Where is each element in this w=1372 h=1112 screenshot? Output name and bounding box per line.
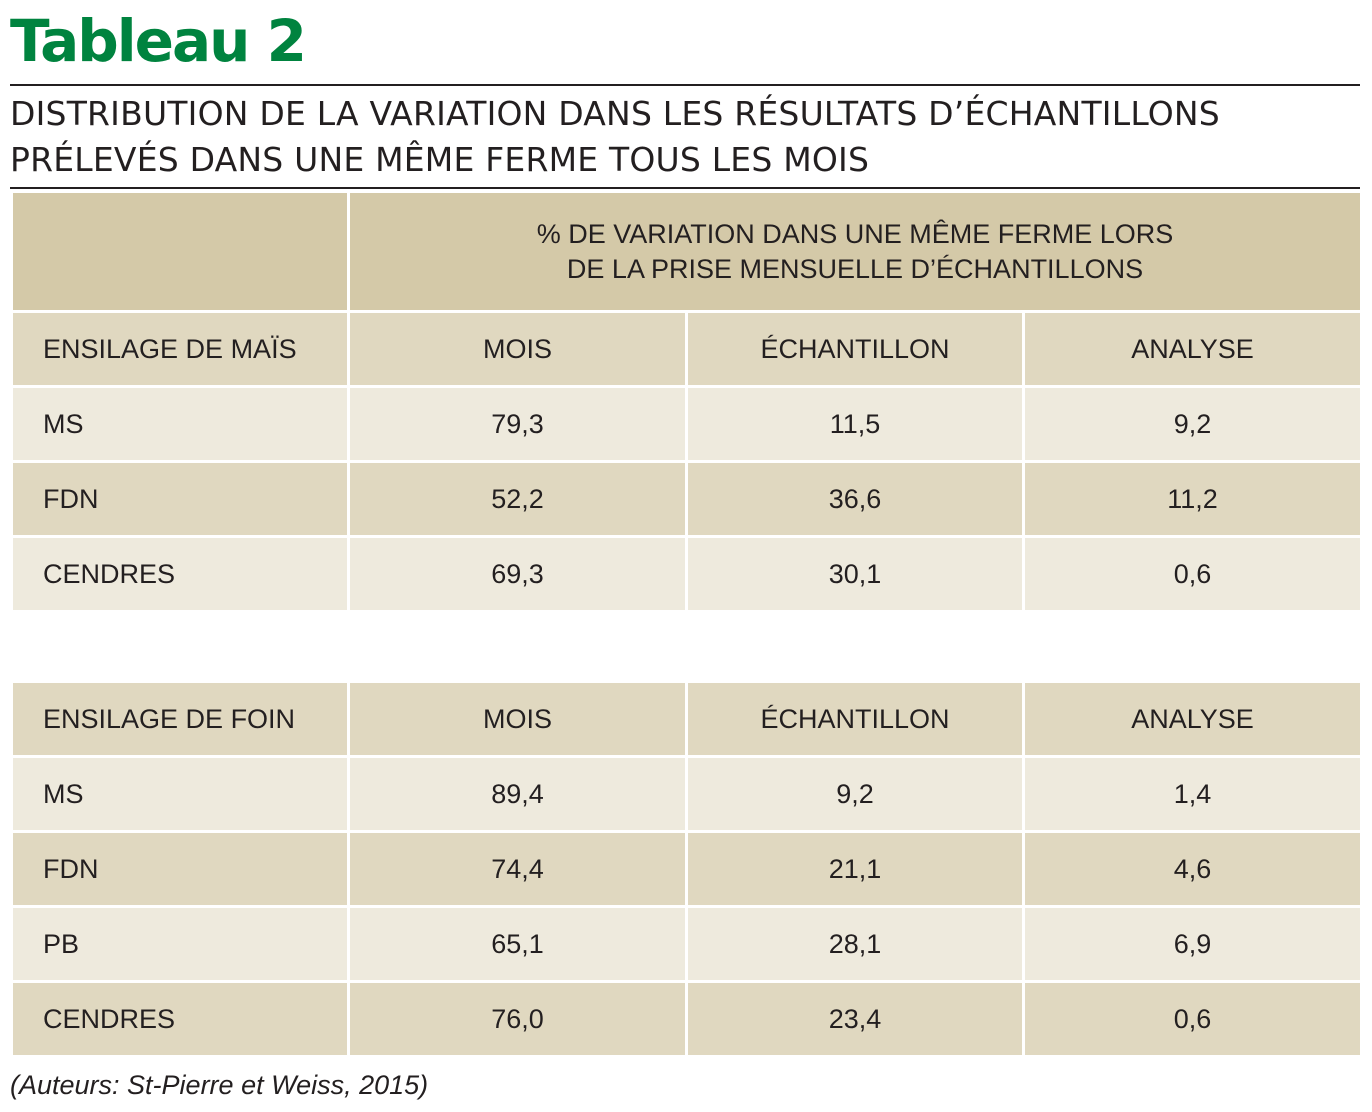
row-label: MS <box>10 385 350 463</box>
row-label: PB <box>10 905 350 983</box>
page-title: Tableau 2 <box>10 7 307 75</box>
cell-echantillon: 30,1 <box>685 535 1025 613</box>
source-note: (Auteurs: St-Pierre et Weiss, 2015) <box>10 1070 429 1100</box>
cell-analyse: 4,6 <box>1022 830 1363 908</box>
row-label: MS <box>10 755 350 833</box>
table-row: MS 89,4 9,2 1,4 <box>10 755 1363 833</box>
column-header-analyse: ANALYSE <box>1021 310 1364 388</box>
cell-analyse: 0,6 <box>1021 535 1364 613</box>
cell-analyse: 1,4 <box>1022 755 1363 833</box>
subtitle-rule <box>10 187 1360 189</box>
table-corn-silage: % DE VARIATION DANS UNE MÊME FERME LORS … <box>10 190 1364 613</box>
column-header-mois: MOIS <box>347 680 688 758</box>
table-row: CENDRES 69,3 30,1 0,6 <box>10 535 1364 613</box>
table-row: FDN 74,4 21,1 4,6 <box>10 830 1363 908</box>
cell-echantillon: 23,4 <box>685 980 1025 1058</box>
subtitle-line-2: PRÉLEVÉS DANS UNE MÊME FERME TOUS LES MO… <box>10 140 870 179</box>
cell-mois: 79,3 <box>347 385 688 463</box>
column-header-echantillon: ÉCHANTILLON <box>685 310 1025 388</box>
cell-mois: 69,3 <box>347 535 688 613</box>
super-header-line-1: % DE VARIATION DANS UNE MÊME FERME LORS <box>536 218 1174 249</box>
row-label: FDN <box>10 460 350 538</box>
column-header-analyse: ANALYSE <box>1022 680 1363 758</box>
column-header-row: ENSILAGE DE FOIN MOIS ÉCHANTILLON ANALYS… <box>10 680 1363 758</box>
cell-echantillon: 36,6 <box>685 460 1025 538</box>
row-label: CENDRES <box>10 980 350 1058</box>
table-row: CENDRES 76,0 23,4 0,6 <box>10 980 1363 1058</box>
column-header-mois: MOIS <box>347 310 688 388</box>
table-row: MS 79,3 11,5 9,2 <box>10 385 1364 463</box>
column-header-row: ENSILAGE DE MAÏS MOIS ÉCHANTILLON ANALYS… <box>10 310 1364 388</box>
column-header-echantillon: ÉCHANTILLON <box>685 680 1025 758</box>
cell-mois: 65,1 <box>347 905 688 983</box>
table-row: FDN 52,2 36,6 11,2 <box>10 460 1364 538</box>
cell-analyse: 6,9 <box>1022 905 1363 983</box>
table-hay-silage: ENSILAGE DE FOIN MOIS ÉCHANTILLON ANALYS… <box>10 680 1363 1058</box>
cell-echantillon: 9,2 <box>685 755 1025 833</box>
cell-mois: 52,2 <box>347 460 688 538</box>
cell-analyse: 11,2 <box>1021 460 1364 538</box>
cell-mois: 89,4 <box>347 755 688 833</box>
cell-echantillon: 28,1 <box>685 905 1025 983</box>
cell-analyse: 0,6 <box>1022 980 1363 1058</box>
super-header-row: % DE VARIATION DANS UNE MÊME FERME LORS … <box>10 190 1364 313</box>
super-header-line-2: DE LA PRISE MENSUELLE D’ÉCHANTILLONS <box>566 253 1144 284</box>
super-header-cell: % DE VARIATION DANS UNE MÊME FERME LORS … <box>346 190 1364 313</box>
title-rule <box>10 84 1360 86</box>
cell-analyse: 9,2 <box>1021 385 1364 463</box>
cell-mois: 76,0 <box>347 980 688 1058</box>
cell-echantillon: 21,1 <box>685 830 1025 908</box>
section-heading: ENSILAGE DE MAÏS <box>10 310 350 388</box>
table-row: PB 65,1 28,1 6,9 <box>10 905 1363 983</box>
cell-echantillon: 11,5 <box>685 385 1025 463</box>
table-subtitle: DISTRIBUTION DE LA VARIATION DANS LES RÉ… <box>10 91 1360 183</box>
super-header-blank <box>10 190 350 313</box>
cell-mois: 74,4 <box>347 830 688 908</box>
row-label: FDN <box>10 830 350 908</box>
subtitle-line-1: DISTRIBUTION DE LA VARIATION DANS LES RÉ… <box>10 94 1220 133</box>
row-label: CENDRES <box>10 535 350 613</box>
section-heading: ENSILAGE DE FOIN <box>10 680 350 758</box>
